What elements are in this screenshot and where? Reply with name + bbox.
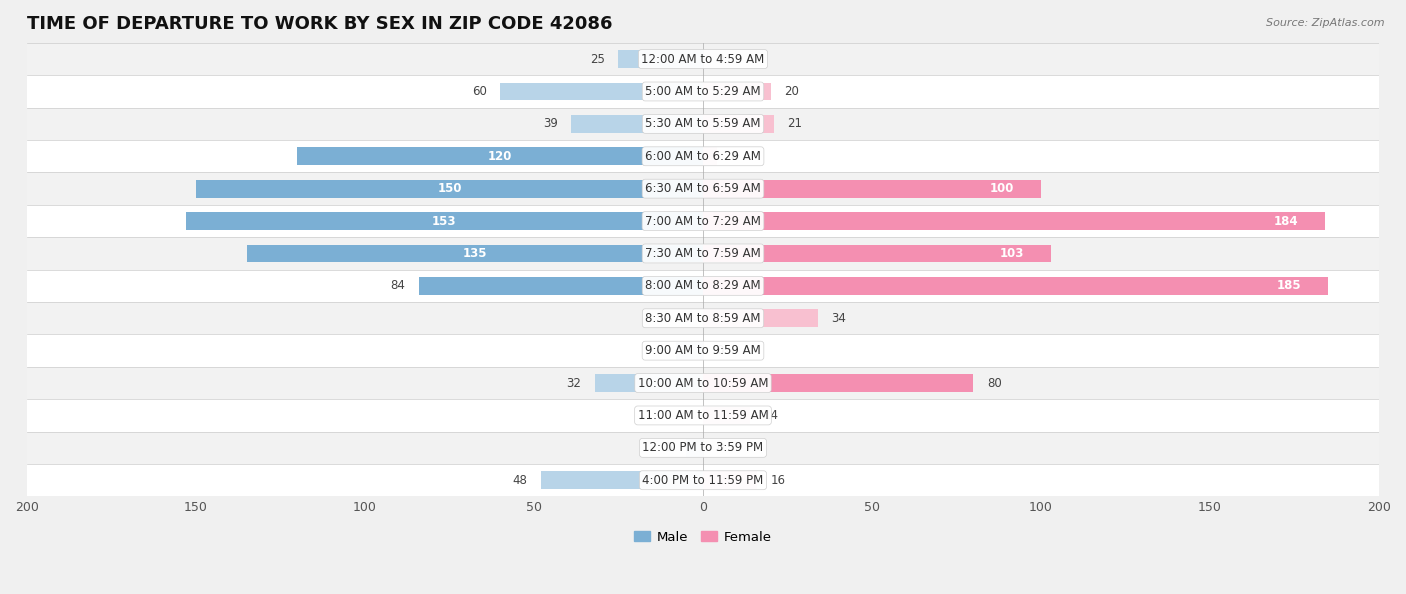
- Bar: [703, 83, 770, 100]
- Text: 135: 135: [463, 247, 486, 260]
- Bar: [246, 245, 703, 263]
- Text: 0: 0: [717, 344, 724, 357]
- Text: 25: 25: [591, 53, 605, 65]
- Text: 12:00 AM to 4:59 AM: 12:00 AM to 4:59 AM: [641, 53, 765, 65]
- Text: 39: 39: [543, 118, 558, 130]
- Bar: [27, 75, 1379, 108]
- Bar: [186, 212, 703, 230]
- Bar: [27, 140, 1379, 172]
- Bar: [195, 180, 703, 198]
- Bar: [703, 212, 1324, 230]
- Text: 60: 60: [472, 85, 486, 98]
- Text: 5:30 AM to 5:59 AM: 5:30 AM to 5:59 AM: [645, 118, 761, 130]
- Text: 8:30 AM to 8:59 AM: 8:30 AM to 8:59 AM: [645, 312, 761, 325]
- Bar: [541, 471, 703, 489]
- Bar: [27, 43, 1379, 75]
- Bar: [703, 406, 751, 424]
- Bar: [619, 50, 703, 68]
- Bar: [703, 180, 1040, 198]
- Bar: [703, 277, 1329, 295]
- Bar: [501, 83, 703, 100]
- Bar: [27, 432, 1379, 464]
- Bar: [703, 309, 818, 327]
- Bar: [27, 334, 1379, 367]
- Bar: [595, 374, 703, 392]
- Text: 8:00 AM to 8:29 AM: 8:00 AM to 8:29 AM: [645, 279, 761, 292]
- Text: 7:30 AM to 7:59 AM: 7:30 AM to 7:59 AM: [645, 247, 761, 260]
- Text: 8: 8: [655, 344, 662, 357]
- Text: 84: 84: [391, 279, 405, 292]
- Text: 21: 21: [787, 118, 803, 130]
- Text: 0: 0: [717, 441, 724, 454]
- Text: 11:00 AM to 11:59 AM: 11:00 AM to 11:59 AM: [638, 409, 768, 422]
- Text: 4:00 PM to 11:59 PM: 4:00 PM to 11:59 PM: [643, 474, 763, 486]
- Text: 6:00 AM to 6:29 AM: 6:00 AM to 6:29 AM: [645, 150, 761, 163]
- Bar: [27, 367, 1379, 399]
- Text: Source: ZipAtlas.com: Source: ZipAtlas.com: [1267, 18, 1385, 28]
- Bar: [419, 277, 703, 295]
- Bar: [703, 374, 973, 392]
- Bar: [27, 270, 1379, 302]
- Text: 9:00 AM to 9:59 AM: 9:00 AM to 9:59 AM: [645, 344, 761, 357]
- Bar: [676, 342, 703, 359]
- Text: 10:00 AM to 10:59 AM: 10:00 AM to 10:59 AM: [638, 377, 768, 390]
- Text: TIME OF DEPARTURE TO WORK BY SEX IN ZIP CODE 42086: TIME OF DEPARTURE TO WORK BY SEX IN ZIP …: [27, 15, 613, 33]
- Text: 0: 0: [682, 409, 689, 422]
- Text: 0: 0: [682, 312, 689, 325]
- Legend: Male, Female: Male, Female: [628, 525, 778, 549]
- Text: 48: 48: [512, 474, 527, 486]
- Bar: [703, 245, 1052, 263]
- Text: 103: 103: [1000, 247, 1024, 260]
- Bar: [27, 172, 1379, 205]
- Text: 34: 34: [831, 312, 846, 325]
- Bar: [27, 108, 1379, 140]
- Text: 32: 32: [567, 377, 581, 390]
- Text: 14: 14: [763, 409, 779, 422]
- Text: 7:00 AM to 7:29 AM: 7:00 AM to 7:29 AM: [645, 214, 761, 228]
- Text: 12:00 PM to 3:59 PM: 12:00 PM to 3:59 PM: [643, 441, 763, 454]
- Text: 80: 80: [987, 377, 1001, 390]
- Text: 16: 16: [770, 474, 786, 486]
- Bar: [571, 115, 703, 133]
- Bar: [703, 471, 756, 489]
- Bar: [27, 399, 1379, 432]
- Bar: [703, 147, 717, 165]
- Bar: [297, 147, 703, 165]
- Text: 0: 0: [717, 53, 724, 65]
- Text: 100: 100: [990, 182, 1014, 195]
- Text: 4: 4: [730, 150, 738, 163]
- Text: 6:30 AM to 6:59 AM: 6:30 AM to 6:59 AM: [645, 182, 761, 195]
- Text: 5:00 AM to 5:29 AM: 5:00 AM to 5:29 AM: [645, 85, 761, 98]
- Text: 5: 5: [665, 441, 672, 454]
- Text: 185: 185: [1277, 279, 1302, 292]
- Text: 153: 153: [432, 214, 457, 228]
- Bar: [27, 237, 1379, 270]
- Text: 184: 184: [1274, 214, 1298, 228]
- Bar: [686, 439, 703, 457]
- Bar: [27, 464, 1379, 497]
- Text: 20: 20: [785, 85, 799, 98]
- Bar: [27, 205, 1379, 237]
- Text: 120: 120: [488, 150, 512, 163]
- Bar: [27, 302, 1379, 334]
- Bar: [703, 115, 773, 133]
- Text: 150: 150: [437, 182, 461, 195]
